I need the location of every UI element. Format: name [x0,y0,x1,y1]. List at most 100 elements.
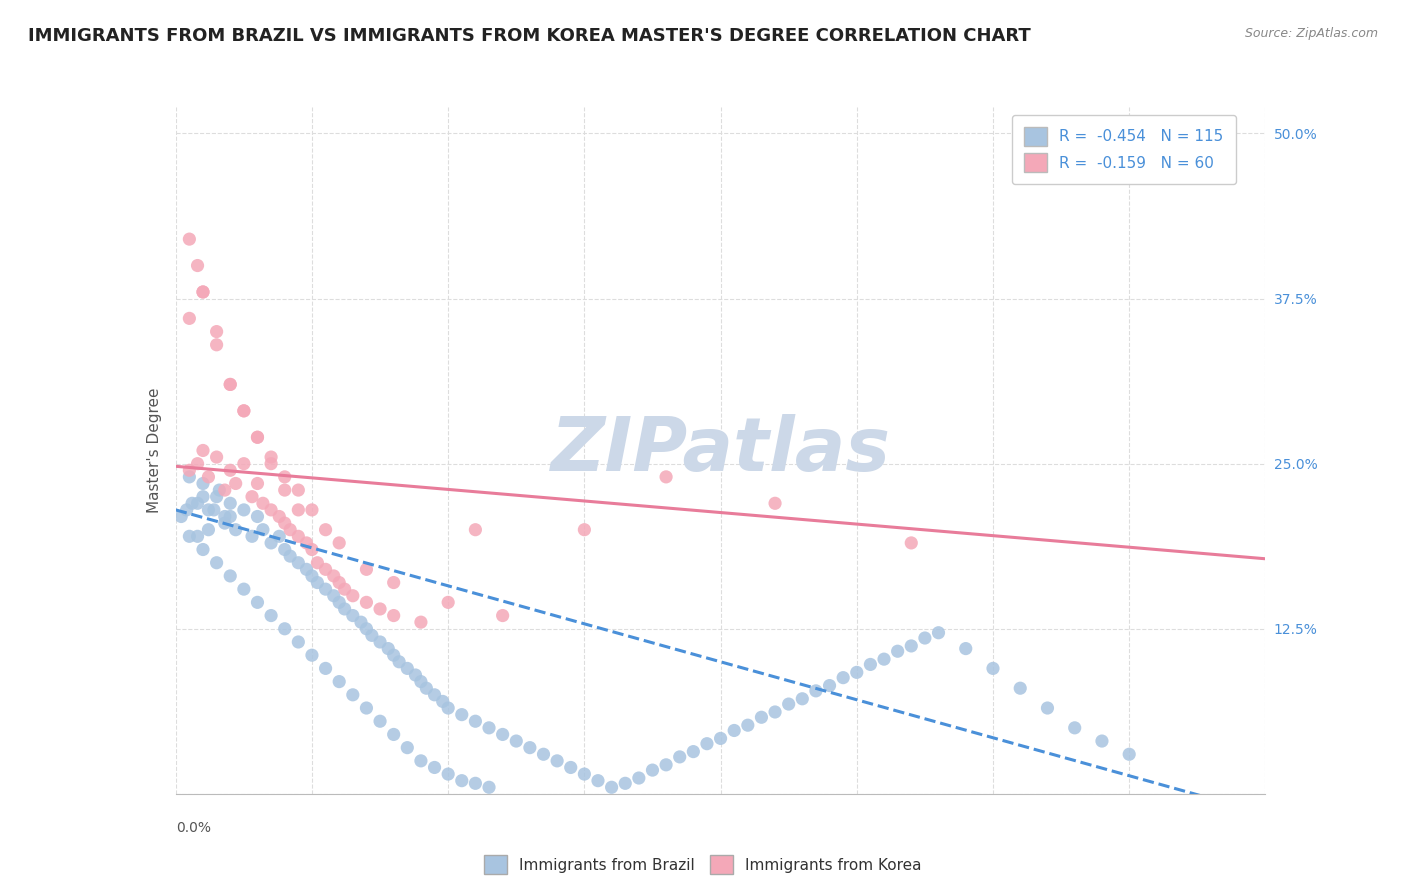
Point [274,483,297,497]
Point [315,523,337,537]
Point [356,595,378,609]
Point [763,705,786,719]
Point [186,259,209,273]
Point [205,556,228,570]
Point [214,509,236,524]
Point [519,740,541,755]
Point [437,767,460,781]
Point [382,608,405,623]
Point [232,503,254,517]
Point [560,760,582,774]
Point [179,463,201,477]
Y-axis label: Master's Degree: Master's Degree [146,388,162,513]
Point [205,450,228,464]
Text: ZIPatlas: ZIPatlas [551,414,890,487]
Point [405,668,427,682]
Point [232,457,254,471]
Point [202,503,225,517]
Point [179,529,201,543]
Point [191,490,214,504]
Point [219,569,242,583]
Point [301,569,323,583]
Point [586,773,609,788]
Point [333,602,356,616]
Point [191,285,214,299]
Point [600,780,623,795]
Point [260,503,283,517]
Point [886,644,908,658]
Point [219,377,242,392]
Point [655,470,678,484]
Point [478,780,501,795]
Point [505,734,527,748]
Point [322,569,344,583]
Point [287,635,309,649]
Point [240,529,263,543]
Point [295,562,318,576]
Point [191,443,214,458]
Point [287,483,309,497]
Point [186,496,209,510]
Legend: R =  -0.454   N = 115, R =  -0.159   N = 60: R = -0.454 N = 115, R = -0.159 N = 60 [1012,115,1236,184]
Point [356,622,378,636]
Point [301,542,323,557]
Point [333,582,356,596]
Point [219,377,242,392]
Point [246,430,269,444]
Point [437,595,460,609]
Point [574,523,596,537]
Point [260,457,283,471]
Point [1036,701,1059,715]
Point [450,707,472,722]
Point [409,754,432,768]
Point [232,582,254,596]
Point [328,536,350,550]
Point [792,691,814,706]
Point [356,562,378,576]
Point [179,470,201,484]
Point [464,523,486,537]
Point [301,648,323,663]
Point [269,529,291,543]
Point [641,763,664,777]
Point [301,503,323,517]
Point [832,671,855,685]
Point [368,602,391,616]
Point [437,701,460,715]
Point [170,509,193,524]
Point [307,556,329,570]
Point [219,496,242,510]
Point [252,496,274,510]
Point [778,697,800,711]
Point [186,529,209,543]
Point [696,737,718,751]
Point [315,582,337,596]
Point [274,622,297,636]
Point [260,536,283,550]
Point [432,694,454,708]
Point [360,628,382,642]
Point [214,516,236,530]
Point [627,771,650,785]
Point [368,635,391,649]
Point [737,718,759,732]
Point [546,754,568,768]
Point [307,575,329,590]
Point [955,641,977,656]
Point [295,536,318,550]
Point [328,595,350,609]
Point [614,776,637,790]
Point [350,615,373,630]
Point [197,470,219,484]
Point [315,661,337,675]
Point [1010,681,1032,696]
Point [492,608,515,623]
Point [409,674,432,689]
Text: Source: ZipAtlas.com: Source: ZipAtlas.com [1244,27,1378,40]
Legend: Immigrants from Brazil, Immigrants from Korea: Immigrants from Brazil, Immigrants from … [478,849,928,880]
Point [450,773,472,788]
Point [205,490,228,504]
Point [205,338,228,352]
Point [415,681,437,696]
Point [205,325,228,339]
